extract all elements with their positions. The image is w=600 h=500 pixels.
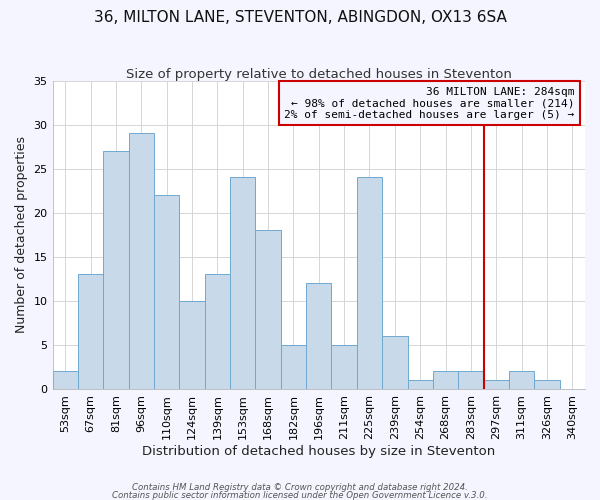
Bar <box>281 345 306 389</box>
Bar <box>534 380 560 389</box>
Text: 36 MILTON LANE: 284sqm
← 98% of detached houses are smaller (214)
2% of semi-det: 36 MILTON LANE: 284sqm ← 98% of detached… <box>284 86 574 120</box>
Bar <box>103 151 128 389</box>
Bar <box>433 372 458 389</box>
Title: Size of property relative to detached houses in Steventon: Size of property relative to detached ho… <box>126 68 512 80</box>
Bar <box>484 380 509 389</box>
Bar <box>179 301 205 389</box>
X-axis label: Distribution of detached houses by size in Steventon: Distribution of detached houses by size … <box>142 444 496 458</box>
Bar <box>306 283 331 389</box>
Bar <box>128 134 154 389</box>
Bar <box>509 372 534 389</box>
Bar <box>382 336 407 389</box>
Y-axis label: Number of detached properties: Number of detached properties <box>15 136 28 333</box>
Bar <box>256 230 281 389</box>
Bar <box>154 195 179 389</box>
Bar <box>331 345 357 389</box>
Bar <box>407 380 433 389</box>
Text: Contains HM Land Registry data © Crown copyright and database right 2024.: Contains HM Land Registry data © Crown c… <box>132 484 468 492</box>
Bar <box>357 178 382 389</box>
Bar <box>78 274 103 389</box>
Bar <box>458 372 484 389</box>
Bar <box>53 372 78 389</box>
Bar <box>230 178 256 389</box>
Text: 36, MILTON LANE, STEVENTON, ABINGDON, OX13 6SA: 36, MILTON LANE, STEVENTON, ABINGDON, OX… <box>94 10 506 25</box>
Bar <box>205 274 230 389</box>
Text: Contains public sector information licensed under the Open Government Licence v.: Contains public sector information licen… <box>112 490 488 500</box>
